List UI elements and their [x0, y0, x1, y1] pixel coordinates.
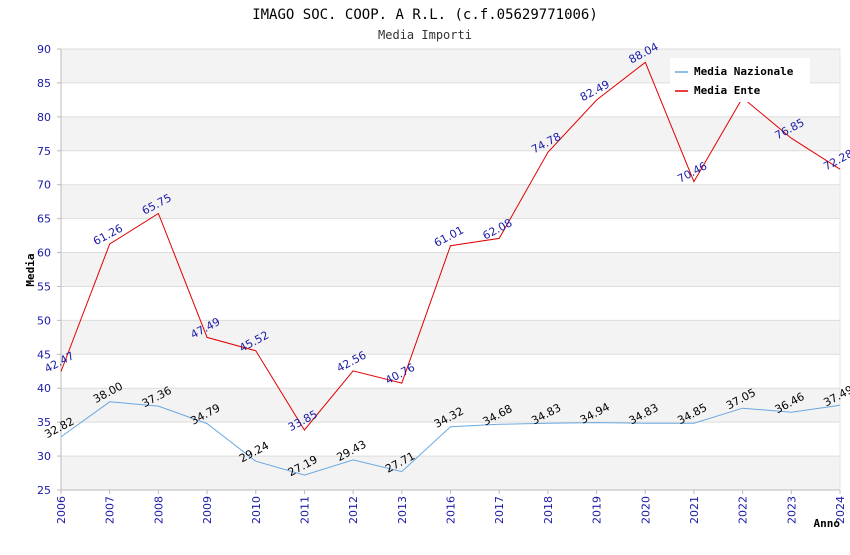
x-axis-title: Anno: [814, 517, 841, 530]
x-tick-label: 2019: [591, 496, 604, 524]
y-tick-label: 35: [37, 416, 51, 429]
y-tick-label: 65: [37, 213, 51, 226]
legend-label-media-nazionale: Media Nazionale: [694, 65, 794, 78]
x-tick-label: 2021: [688, 496, 701, 524]
y-tick-label: 25: [37, 484, 51, 497]
legend-box: [670, 58, 810, 102]
x-tick-label: 2011: [298, 496, 311, 524]
y-tick-label: 85: [37, 77, 51, 90]
grid-band: [61, 320, 840, 355]
series-line-media-ente: [60, 61, 841, 431]
y-tick-label: 60: [37, 247, 51, 260]
x-tick-label: 2008: [152, 496, 165, 524]
grid-band: [61, 388, 840, 423]
grid-band: [61, 116, 840, 151]
x-tick-label: 2024: [834, 496, 847, 524]
data-label-media-ente: 61.01: [432, 223, 466, 249]
grid-bands: [61, 49, 840, 490]
y-axis-title: Media: [24, 253, 37, 286]
x-tick-label: 2006: [55, 496, 68, 524]
x-tick-label: 2020: [639, 496, 652, 524]
x-tick-label: 2022: [737, 496, 750, 524]
series-lines: [60, 61, 841, 476]
y-tick-label: 45: [37, 348, 51, 361]
y-tick-label: 80: [37, 111, 51, 124]
grid-band: [61, 184, 840, 219]
y-tick-label: 90: [37, 43, 51, 56]
y-tick-labels: 25 30 35 40 45 50 55 60 65 70 75 80 85 90: [37, 43, 51, 497]
y-tick-label: 30: [37, 450, 51, 463]
y-tick-label: 75: [37, 145, 51, 158]
series-line-media-nazionale: [60, 401, 841, 476]
x-tick-label: 2017: [493, 496, 506, 524]
x-tick-label: 2013: [396, 496, 409, 524]
grid-band: [61, 252, 840, 287]
grid-band: [61, 456, 840, 490]
x-tick-label: 2009: [201, 496, 214, 524]
x-tick-label: 2007: [104, 496, 117, 524]
y-tick-label: 55: [37, 280, 51, 293]
y-tick-label: 50: [37, 314, 51, 327]
chart-subtitle: Media Importi: [378, 28, 472, 42]
x-tick-label: 2018: [542, 496, 555, 524]
x-tick-label: 2012: [347, 496, 360, 524]
data-label-media-ente: 61.26: [91, 222, 125, 248]
data-label-media-ente: 70.46: [675, 159, 709, 185]
axes: [57, 48, 841, 494]
x-tick-labels: 2006 2007 2008 2009 2010 2011 2012 2013 2016 2017…: [55, 496, 847, 524]
x-tick-label: 2023: [785, 496, 798, 524]
legend-label-media-ente: Media Ente: [694, 84, 761, 97]
y-tick-label: 70: [37, 179, 51, 192]
x-tick-label: 2010: [250, 496, 263, 524]
chart-title: IMAGO SOC. COOP. A R.L. (c.f.05629771006…: [252, 7, 598, 23]
x-tick-label: 2016: [445, 496, 458, 524]
y-tick-label: 40: [37, 382, 51, 395]
legend: Media Nazionale Media Ente: [670, 58, 810, 102]
